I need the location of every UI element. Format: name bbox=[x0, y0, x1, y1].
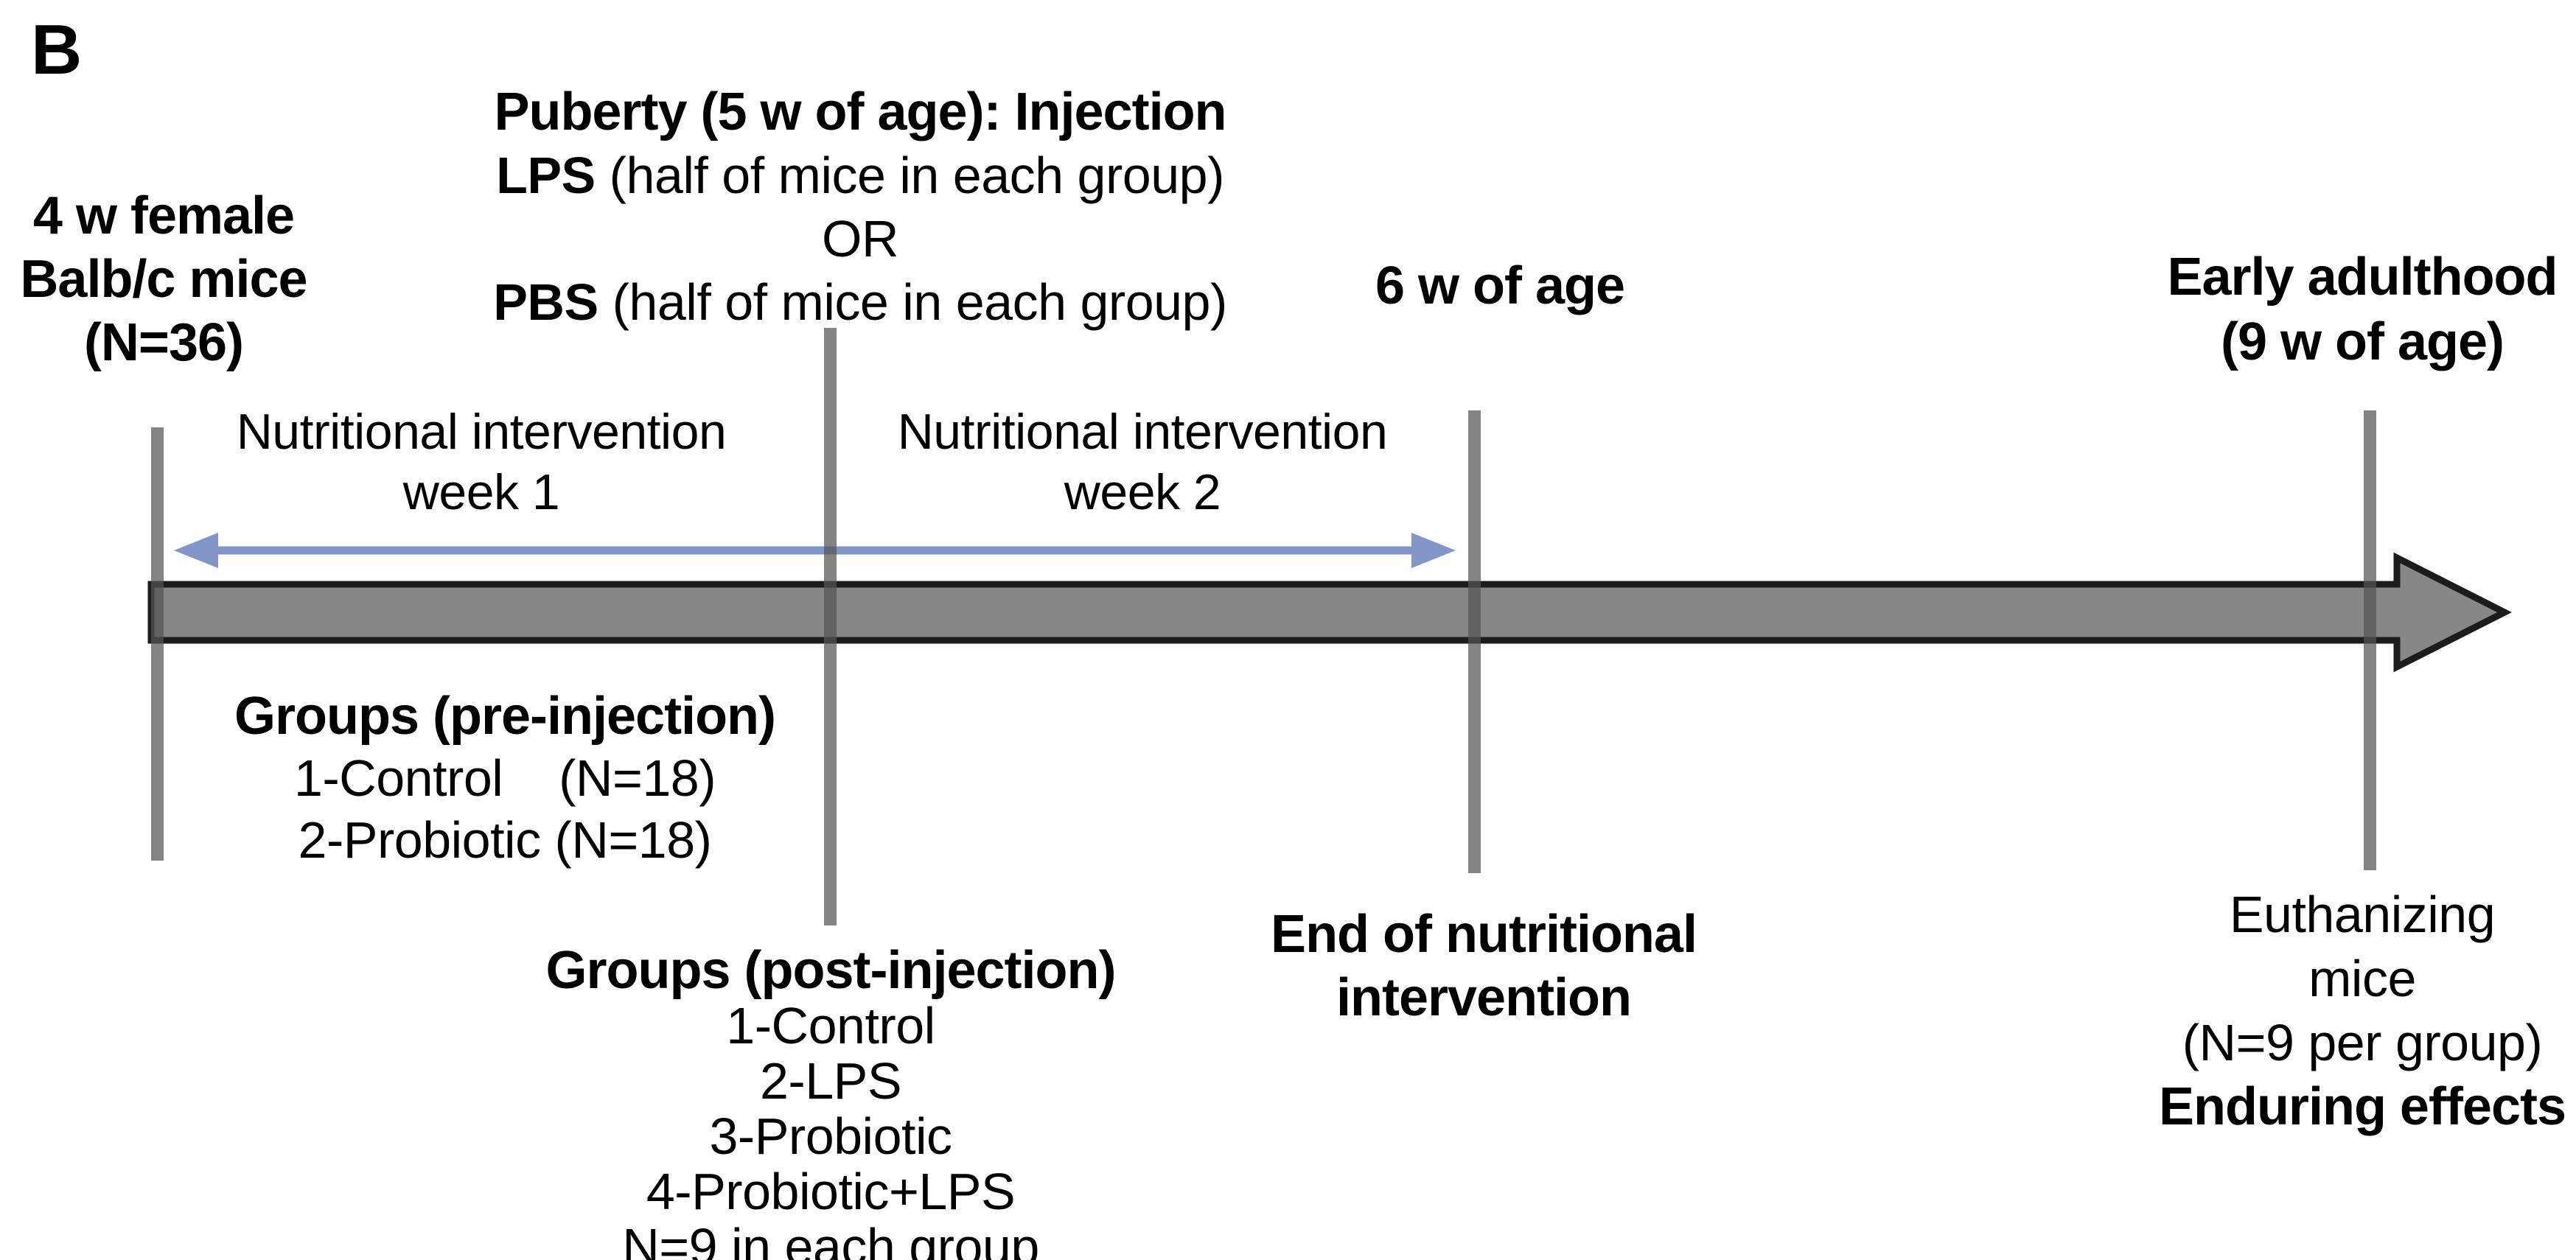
groups-pre-item1: 1-Control (N=18) bbox=[293, 749, 716, 807]
groups-pre-injection: Groups (pre-injection) 1-Control (N=18) … bbox=[225, 685, 785, 871]
end-intervention-line1: End of nutritional bbox=[1271, 905, 1697, 964]
start-age-line1: 4 w female bbox=[32, 186, 295, 245]
groups-pre-item2: 2-Probiotic (N=18) bbox=[298, 811, 712, 869]
nutrition-week2-label: Nutritional intervention week 2 bbox=[848, 402, 1437, 522]
timeline-tick-injection bbox=[824, 328, 837, 925]
arrowhead-right-icon bbox=[1411, 533, 1456, 568]
puberty-lps-line: LPS (half of mice in each group) bbox=[496, 147, 1224, 204]
timeline-tick-start bbox=[151, 427, 164, 861]
nutrition-week2-line2: week 2 bbox=[1064, 464, 1221, 520]
nutrition-week2-line1: Nutritional intervention bbox=[897, 404, 1388, 460]
groups-post-item1: 1-Control bbox=[726, 997, 935, 1054]
early-adulthood-line2: (9 w of age) bbox=[2220, 312, 2505, 371]
timeline-arrow bbox=[147, 552, 2512, 673]
puberty-or-line: OR bbox=[822, 210, 899, 267]
groups-post-item3: 3-Probiotic bbox=[709, 1107, 952, 1165]
groups-pre-title: Groups (pre-injection) bbox=[234, 687, 776, 746]
early-adulthood-line1: Early adulthood bbox=[2167, 248, 2558, 307]
euthanizing-line1: Euthanizing bbox=[2229, 886, 2496, 943]
lps-label: LPS bbox=[496, 147, 596, 204]
enduring-effects-label: Enduring effects bbox=[2158, 1077, 2566, 1136]
euthanizing-label: Euthanizing mice (N=9 per group) Endurin… bbox=[2126, 883, 2576, 1139]
nutrition-week1-label: Nutritional intervention week 1 bbox=[186, 402, 776, 522]
early-adulthood-label: Early adulthood (9 w of age) bbox=[2104, 245, 2576, 374]
panel-label: B bbox=[31, 10, 83, 89]
timeline-tick-six-weeks bbox=[1468, 410, 1481, 873]
start-age-line3: (N=36) bbox=[83, 313, 244, 372]
arrowhead-left-icon bbox=[174, 533, 218, 568]
puberty-pbs-line: PBS (half of mice in each group) bbox=[493, 273, 1227, 331]
groups-post-injection: Groups (post-injection) 1-Control 2-LPS … bbox=[536, 943, 1125, 1260]
groups-post-item4: 4-Probiotic+LPS bbox=[646, 1163, 1016, 1220]
start-age-line2: Balb/c mice bbox=[20, 250, 307, 309]
puberty-injection-label: Puberty (5 w of age): Injection LPS (hal… bbox=[455, 80, 1266, 334]
puberty-title: Puberty (5 w of age): Injection bbox=[494, 83, 1226, 141]
groups-post-note: N=9 in each group bbox=[622, 1218, 1039, 1260]
nutrition-week1-line1: Nutritional intervention bbox=[236, 404, 727, 460]
pbs-label: PBS bbox=[493, 273, 598, 331]
end-intervention-line2: intervention bbox=[1336, 968, 1632, 1027]
intervention-span-arrow bbox=[174, 533, 1456, 568]
groups-post-title: Groups (post-injection) bbox=[545, 941, 1117, 1000]
end-intervention-label: End of nutritional intervention bbox=[1226, 903, 1742, 1029]
euthanizing-line2: mice bbox=[2308, 950, 2416, 1007]
nutrition-week1-line2: week 1 bbox=[402, 464, 560, 520]
six-weeks-label: 6 w of age bbox=[1375, 256, 1625, 315]
euthanizing-line3: (N=9 per group) bbox=[2182, 1014, 2543, 1071]
start-age-label: 4 w female Balb/c mice (N=36) bbox=[1, 184, 327, 374]
groups-post-item2: 2-LPS bbox=[759, 1052, 902, 1110]
timeline-tick-nine-weeks bbox=[2364, 410, 2376, 870]
